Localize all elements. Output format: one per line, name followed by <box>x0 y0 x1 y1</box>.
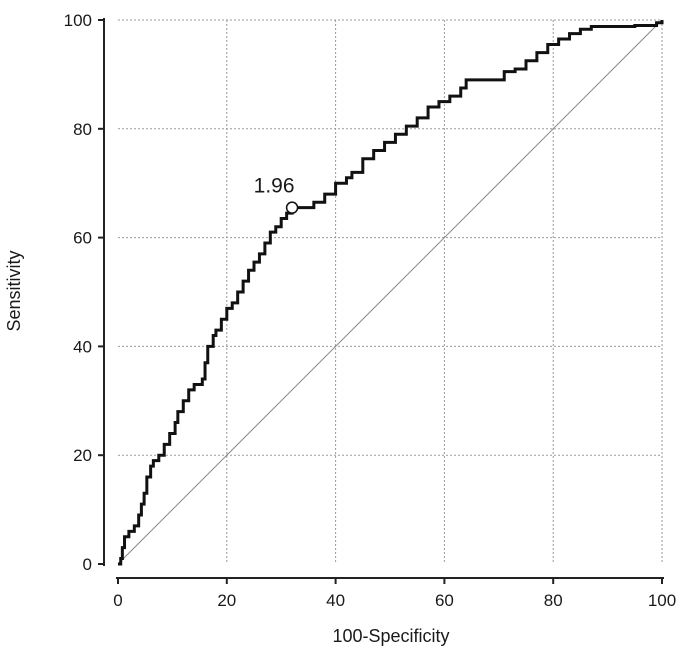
x-tick-label-100: 100 <box>648 591 676 610</box>
y-tick-label-100: 100 <box>64 11 92 30</box>
y-tick-label-0: 0 <box>83 555 92 574</box>
roc-curve <box>118 20 664 566</box>
roc-curve-path <box>118 20 664 566</box>
x-tick-label-80: 80 <box>544 591 563 610</box>
y-axis-title: Sensitivity <box>4 250 24 331</box>
plot-frame <box>103 18 664 579</box>
x-axis-title: 100-Specificity <box>332 626 449 646</box>
y-tick-label-80: 80 <box>73 120 92 139</box>
y-tick-label-40: 40 <box>73 337 92 356</box>
diagonal-line <box>117 19 663 565</box>
reference-diagonal <box>117 19 663 565</box>
cutoff-label: 1.96 <box>254 175 295 198</box>
y-tick-label-60: 60 <box>73 229 92 248</box>
cutoff-marker <box>285 201 299 214</box>
x-tick-label-20: 20 <box>217 591 236 610</box>
x-tick-label-40: 40 <box>326 591 345 610</box>
x-tick-label-60: 60 <box>435 591 454 610</box>
y-tick-label-20: 20 <box>73 446 92 465</box>
axis-ticks: 0 20 40 60 80 100 0 20 40 60 80 100 <box>64 11 677 610</box>
grid <box>118 19 663 564</box>
annotations: 1.96 <box>254 175 299 214</box>
x-tick-label-0: 0 <box>113 591 122 610</box>
